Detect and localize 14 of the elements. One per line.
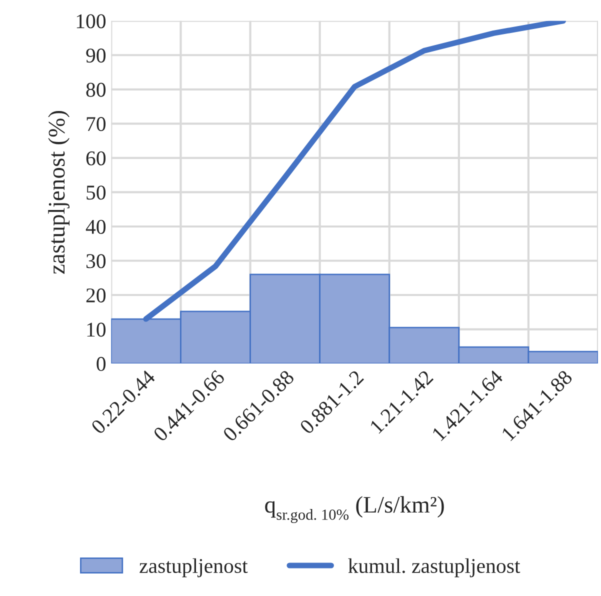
legend-label: kumul. zastupljenost <box>348 558 520 578</box>
y-tick-label: 10 <box>87 322 106 337</box>
y-tick-label: 30 <box>86 254 106 268</box>
y-tick-label: 60 <box>86 151 106 166</box>
y-tick-label: 50 <box>86 186 106 200</box>
y-tick-label: 20 <box>86 288 106 302</box>
y-tick-label: 100 <box>76 14 106 28</box>
y-axis-title: zastupljenost (%) <box>48 110 70 274</box>
y-tick-label: 90 <box>86 48 106 63</box>
y-tick-label: 80 <box>86 82 106 97</box>
legend-label: zastupljenost <box>140 558 248 578</box>
y-tick-label: 0 <box>96 356 106 371</box>
y-tick-label: 40 <box>86 220 106 234</box>
y-tick-label: 70 <box>86 117 106 132</box>
